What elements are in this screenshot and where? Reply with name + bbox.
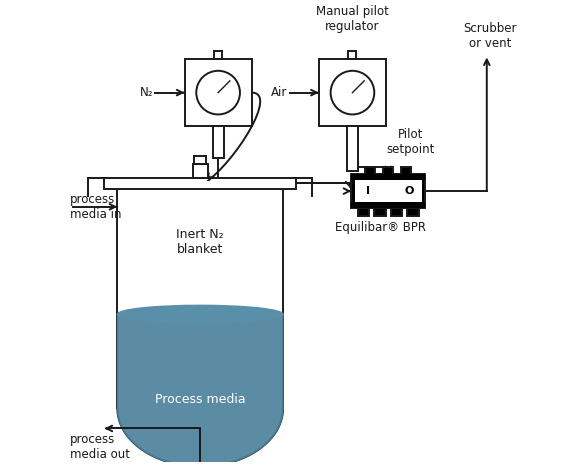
Circle shape <box>331 71 374 115</box>
Text: Process media: Process media <box>155 393 245 406</box>
Text: Pilot
setpoint: Pilot setpoint <box>386 128 434 156</box>
Bar <box>355 178 422 205</box>
Bar <box>352 175 425 180</box>
Bar <box>319 59 386 126</box>
Bar <box>352 202 425 208</box>
Ellipse shape <box>117 305 283 323</box>
Text: I: I <box>366 186 370 196</box>
Bar <box>407 208 419 216</box>
Bar <box>366 167 376 175</box>
Text: O: O <box>404 186 413 196</box>
Text: Inert N₂
blanket: Inert N₂ blanket <box>176 227 224 256</box>
Bar <box>347 126 358 171</box>
Bar <box>352 175 425 208</box>
Polygon shape <box>117 314 283 467</box>
Text: Equilibar® BPR: Equilibar® BPR <box>335 221 426 234</box>
Text: Scrubber
or vent: Scrubber or vent <box>464 22 517 50</box>
Circle shape <box>196 71 240 115</box>
Bar <box>374 208 386 216</box>
Bar <box>185 59 252 126</box>
Bar <box>117 181 283 187</box>
Text: process
media out: process media out <box>70 433 130 461</box>
Bar <box>194 156 206 164</box>
Text: Manual pilot
regulator: Manual pilot regulator <box>316 5 389 33</box>
Text: process
media in: process media in <box>70 193 122 221</box>
Bar <box>104 178 297 189</box>
Bar <box>401 167 411 175</box>
Bar <box>193 164 207 178</box>
Bar <box>358 208 370 216</box>
Bar <box>214 51 222 59</box>
Bar <box>349 51 356 59</box>
Bar <box>391 208 402 216</box>
Bar <box>383 167 393 175</box>
Text: Air: Air <box>271 86 287 99</box>
Text: N₂: N₂ <box>140 86 153 99</box>
Bar <box>213 126 224 158</box>
